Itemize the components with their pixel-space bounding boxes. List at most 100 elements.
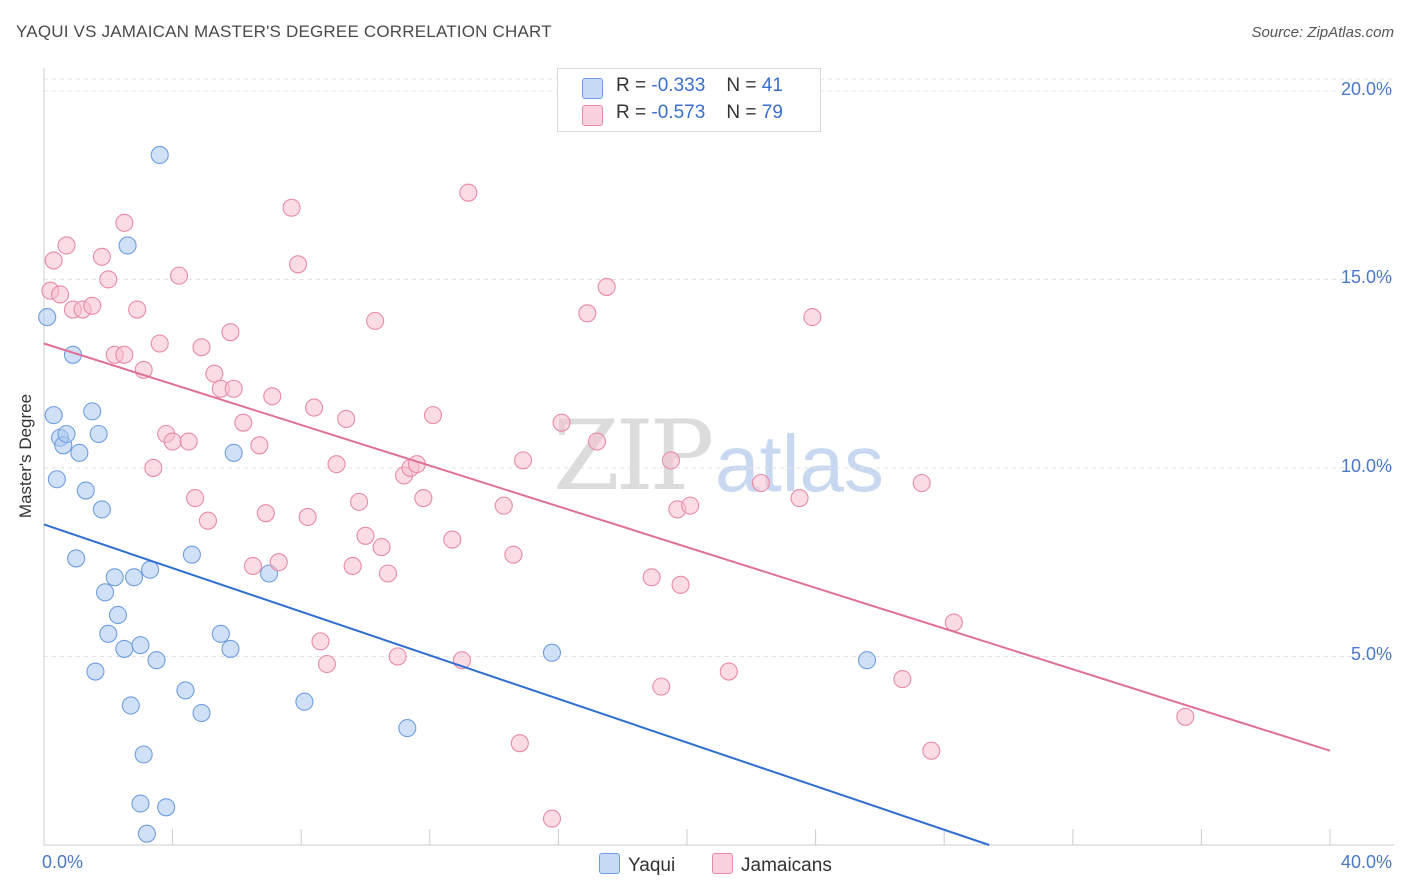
series-1-point-59: [513, 451, 533, 470]
series-1-point-3: [57, 236, 76, 255]
series-1-point-55: [459, 183, 478, 202]
series-1-point-53: [443, 530, 462, 549]
series-1-point-46: [378, 564, 398, 583]
series-1-point-44: [366, 311, 385, 330]
series-0-point-8: [70, 443, 89, 462]
series-0-point-37: [295, 692, 314, 711]
legend-swatch-yaqui: [582, 78, 603, 99]
series-0-point-22: [131, 636, 150, 655]
series-1-point-45: [372, 538, 391, 557]
series-0-point-39: [542, 643, 562, 662]
y-tick-label-3: 20.0%: [1340, 78, 1392, 99]
series-0-point-20: [121, 696, 140, 715]
y-tick-label-2: 15.0%: [1340, 267, 1392, 288]
series-1-point-14: [144, 458, 163, 477]
series-0-point-16: [105, 568, 124, 587]
series-1-point-38: [317, 654, 336, 674]
series-1-point-32: [269, 553, 288, 572]
y-tick-label-0: 5.0%: [1350, 644, 1392, 665]
bottom-legend-label-yaqui: Yaqui: [628, 855, 676, 876]
series-1-point-21: [192, 338, 211, 357]
series-1-point-20: [186, 489, 205, 508]
series-1-point-64: [597, 277, 616, 296]
legend-swatch-jamaicans: [582, 105, 603, 126]
series-0-point-1: [44, 406, 63, 425]
series-0-point-38: [398, 719, 417, 738]
series-1-point-29: [250, 436, 269, 455]
series-0-point-11: [86, 662, 105, 681]
series-1-point-36: [305, 398, 324, 417]
bottom-legend-swatch-yaqui: [599, 853, 620, 874]
series-0-point-9: [76, 481, 95, 500]
series-1-point-7: [92, 247, 111, 266]
series-1-point-61: [552, 413, 571, 432]
series-0-point-2: [47, 470, 66, 489]
trend-lines: [43, 342, 1331, 846]
series-0-point-30: [176, 681, 195, 700]
series-1-point-71: [719, 662, 738, 681]
chart-title: YAQUI VS JAMAICAN MASTER'S DEGREE CORREL…: [16, 22, 552, 41]
series-0-point-17: [108, 605, 127, 625]
series-1-point-30: [256, 504, 275, 523]
legend-n-label: N =: [726, 75, 757, 96]
bottom-legend-jamaicans: Jamaicans: [712, 853, 832, 877]
series-1-point-77: [922, 741, 941, 760]
series-0-point-25: [137, 824, 156, 843]
series-1-point-70: [681, 496, 700, 515]
series-0-point-5: [57, 424, 76, 444]
x-tick-label-max: 40.0%: [1340, 852, 1392, 872]
series-0-point-28: [150, 145, 169, 165]
series-1-point-41: [343, 556, 362, 576]
series-1-point-72: [751, 473, 770, 493]
bottom-legend-yaqui: Yaqui: [599, 853, 675, 877]
series-0-point-27: [147, 651, 166, 670]
series-1-point-10: [115, 345, 134, 364]
y-tick-label-1: 10.0%: [1340, 455, 1392, 476]
series-1-point-52: [423, 406, 443, 425]
data-points: [38, 145, 1195, 843]
series-1-point-1: [44, 251, 63, 270]
series-1-points: [41, 183, 1195, 828]
series-0-point-29: [157, 798, 176, 817]
series-1-point-15: [150, 334, 169, 353]
series-0-point-33: [211, 624, 230, 643]
series-0-point-32: [192, 703, 211, 723]
legend: R = -0.333 N = 41 R = -0.573 N = 79: [557, 68, 821, 132]
chart-source: Source: ZipAtlas.com: [1251, 24, 1394, 41]
series-1-point-78: [944, 613, 963, 632]
series-1-point-6: [83, 296, 102, 315]
series-0-point-15: [99, 624, 118, 643]
series-0-point-14: [96, 583, 115, 602]
series-1-point-51: [414, 489, 433, 508]
series-0-point-24: [134, 745, 153, 764]
series-1-point-31: [263, 387, 282, 406]
series-1-point-42: [350, 492, 369, 511]
series-1-point-17: [163, 432, 182, 451]
series-0-point-0: [38, 308, 57, 327]
series-1-point-11: [115, 213, 134, 232]
series-1-point-39: [327, 455, 346, 474]
series-1-point-8: [99, 270, 118, 289]
series-1-point-73: [790, 489, 809, 508]
series-1-point-22: [198, 511, 218, 530]
series-0-point-7: [67, 549, 86, 568]
series-1-point-12: [128, 300, 147, 319]
series-0-points: [38, 145, 877, 843]
series-0-point-13: [92, 500, 111, 519]
series-1-point-19: [179, 432, 198, 451]
series-1-trend-line: [43, 342, 1331, 752]
series-1-point-37: [311, 632, 330, 651]
series-0-trend-line: [43, 523, 990, 846]
legend-r-label: R =: [616, 75, 647, 96]
series-0-point-12: [89, 424, 108, 444]
series-0-point-10: [83, 402, 102, 421]
series-0-point-21: [124, 568, 144, 587]
series-1-point-47: [388, 647, 407, 666]
series-1-point-35: [298, 507, 317, 526]
series-0-point-26: [141, 560, 160, 579]
x-tick-label-min: 0.0%: [42, 852, 84, 872]
legend-r-value-jamaicans: -0.573: [651, 102, 706, 123]
bottom-legend-swatch-jamaicans: [712, 853, 733, 874]
series-1-point-40: [337, 409, 356, 428]
